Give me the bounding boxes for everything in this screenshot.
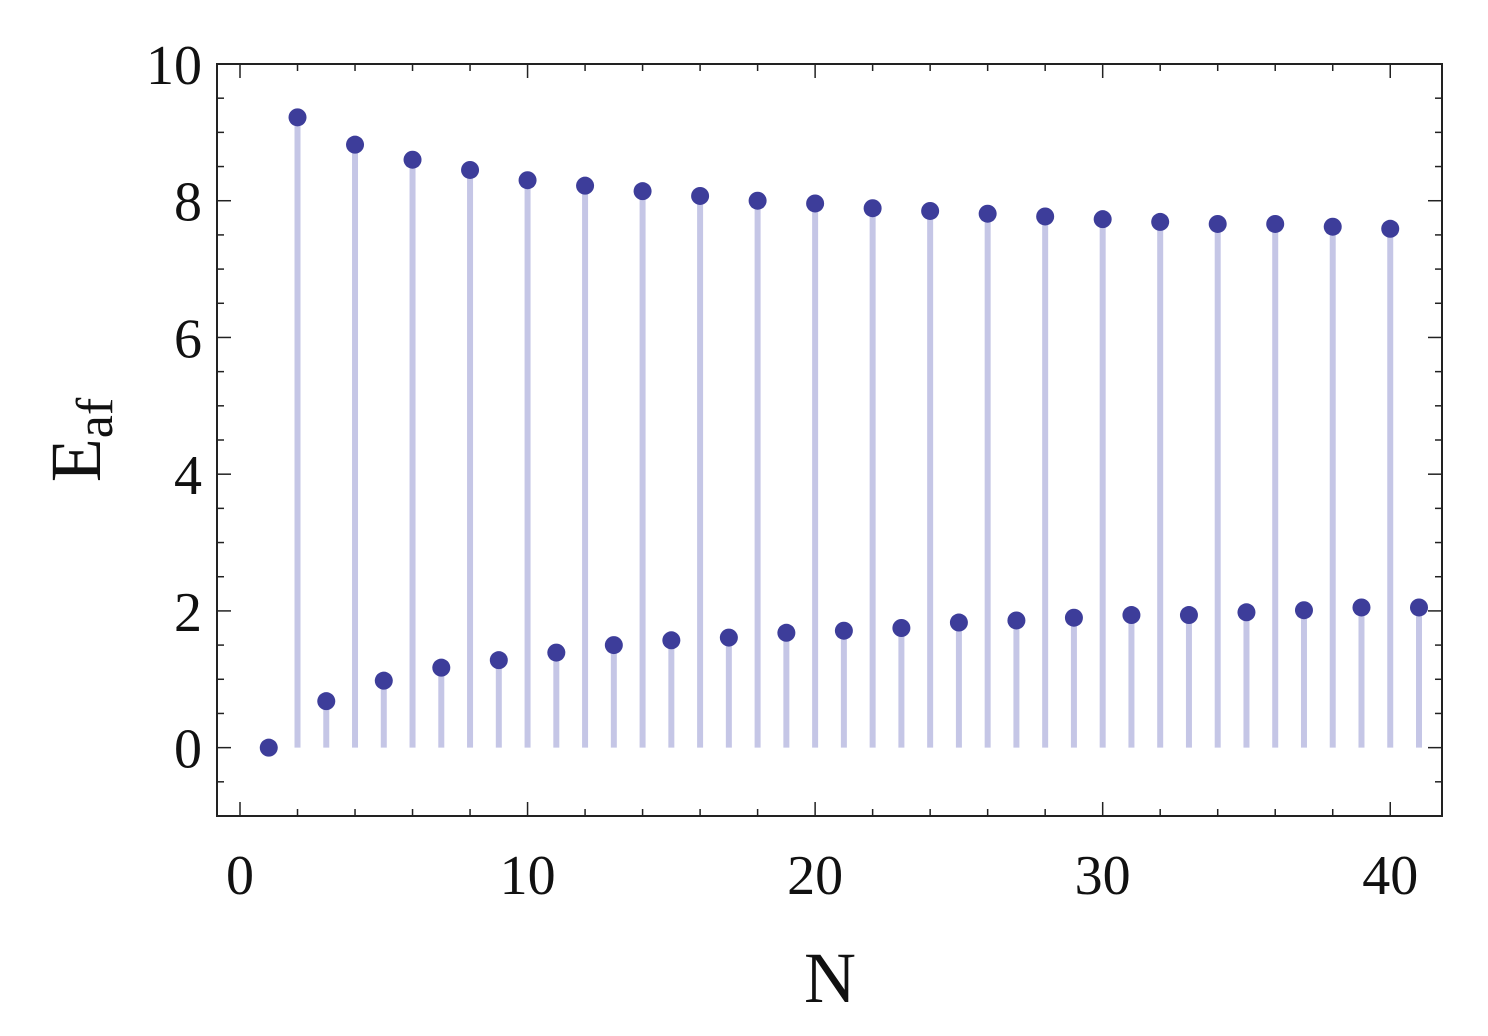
axis-ticks: [217, 63, 1442, 817]
data-point-35: [1237, 603, 1256, 622]
data-point-25: [949, 613, 968, 632]
x-tick-label-20: 20: [787, 845, 843, 907]
data-point-20: [806, 194, 825, 213]
data-point-31: [1122, 606, 1141, 625]
data-point-40: [1381, 219, 1400, 238]
data-point-19: [777, 623, 796, 642]
data-point-30: [1093, 210, 1112, 229]
data-point-24: [921, 201, 940, 220]
data-points: [259, 108, 1428, 757]
data-point-26: [978, 204, 997, 223]
data-point-38: [1323, 217, 1342, 236]
data-point-8: [461, 160, 480, 179]
data-point-33: [1179, 606, 1198, 625]
data-point-41: [1409, 598, 1428, 617]
data-point-22: [863, 199, 882, 218]
data-point-5: [374, 671, 393, 690]
data-point-16: [691, 186, 710, 205]
y-tick-label-10: 10: [146, 35, 202, 97]
data-point-34: [1208, 214, 1227, 233]
x-tick-labels: 0 10 20 30 40: [226, 845, 1418, 907]
y-axis-title-base: E: [36, 438, 116, 482]
data-point-13: [604, 636, 623, 655]
data-point-10: [518, 171, 537, 190]
y-tick-label-2: 2: [174, 582, 202, 644]
y-tick-labels: 0 2 4 6 8 10: [146, 35, 202, 781]
y-axis-title: Eaf: [36, 397, 124, 482]
data-point-1: [259, 738, 278, 757]
data-point-21: [834, 621, 853, 640]
data-point-17: [719, 628, 738, 647]
data-point-15: [662, 631, 681, 650]
y-tick-label-0: 0: [174, 719, 202, 781]
data-point-6: [403, 150, 422, 169]
x-axis-title: N: [804, 938, 856, 1018]
data-point-11: [547, 643, 566, 662]
data-point-9: [489, 651, 508, 670]
data-point-36: [1266, 214, 1285, 233]
data-point-39: [1352, 598, 1371, 617]
data-point-7: [432, 658, 451, 677]
data-point-37: [1294, 601, 1313, 620]
data-point-3: [317, 692, 336, 711]
y-tick-label-4: 4: [174, 445, 202, 507]
data-point-27: [1007, 611, 1026, 630]
data-point-14: [633, 182, 652, 201]
x-tick-label-0: 0: [226, 845, 254, 907]
x-tick-label-10: 10: [500, 845, 556, 907]
y-axis-title-subscript: af: [67, 397, 124, 438]
plot-frame: [216, 63, 1443, 817]
x-tick-label-30: 30: [1075, 845, 1131, 907]
data-point-29: [1064, 608, 1083, 627]
data-point-4: [346, 135, 365, 154]
data-point-32: [1151, 212, 1170, 231]
y-tick-label-8: 8: [174, 172, 202, 234]
x-tick-label-40: 40: [1362, 845, 1418, 907]
stem-lines: [294, 117, 1422, 748]
data-point-18: [748, 191, 767, 210]
data-point-12: [576, 176, 595, 195]
data-point-23: [892, 619, 911, 637]
data-point-2: [288, 108, 307, 127]
data-point-28: [1036, 207, 1055, 226]
y-tick-label-6: 6: [174, 308, 202, 370]
